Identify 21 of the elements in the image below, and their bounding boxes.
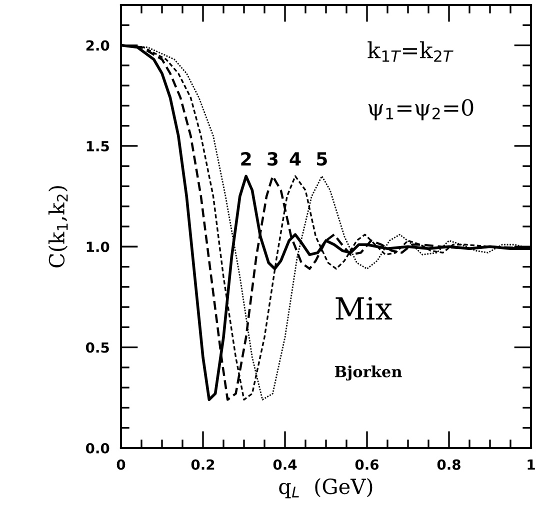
x-tick-label: 0 [116,459,126,470]
y-tick-label: 0.5 [86,342,109,353]
annotation: Bjorken [334,366,402,381]
annotation: 3 [268,152,278,166]
y-tick-label: 1.0 [86,242,110,252]
annotation: Mix [336,297,392,320]
x-tick-label: 0.6 [355,459,379,470]
annotation: ψ$_{1}$=ψ$_{2}$=0 [368,99,474,120]
annotation: 2 [241,152,251,166]
y-tick-label: 1.5 [86,141,109,152]
x-axis-title: q$_{L}$ (GeV) [279,478,372,498]
y-tick-label: 0.0 [86,442,110,454]
x-tick-label: 0.8 [437,459,460,470]
annotation: 5 [317,152,327,166]
x-tick-label: 0.4 [273,459,297,470]
y-axis-title: C(k$_{1}$,k$_{2}$) [48,186,68,268]
annotation: 4 [290,152,301,166]
x-tick-label: 1 [528,460,535,470]
annotation: k$_{1T}$=k$_{2T}$ [368,41,454,62]
x-tick-label: 0.2 [191,459,214,470]
y-tick-label: 2.0 [86,40,110,51]
